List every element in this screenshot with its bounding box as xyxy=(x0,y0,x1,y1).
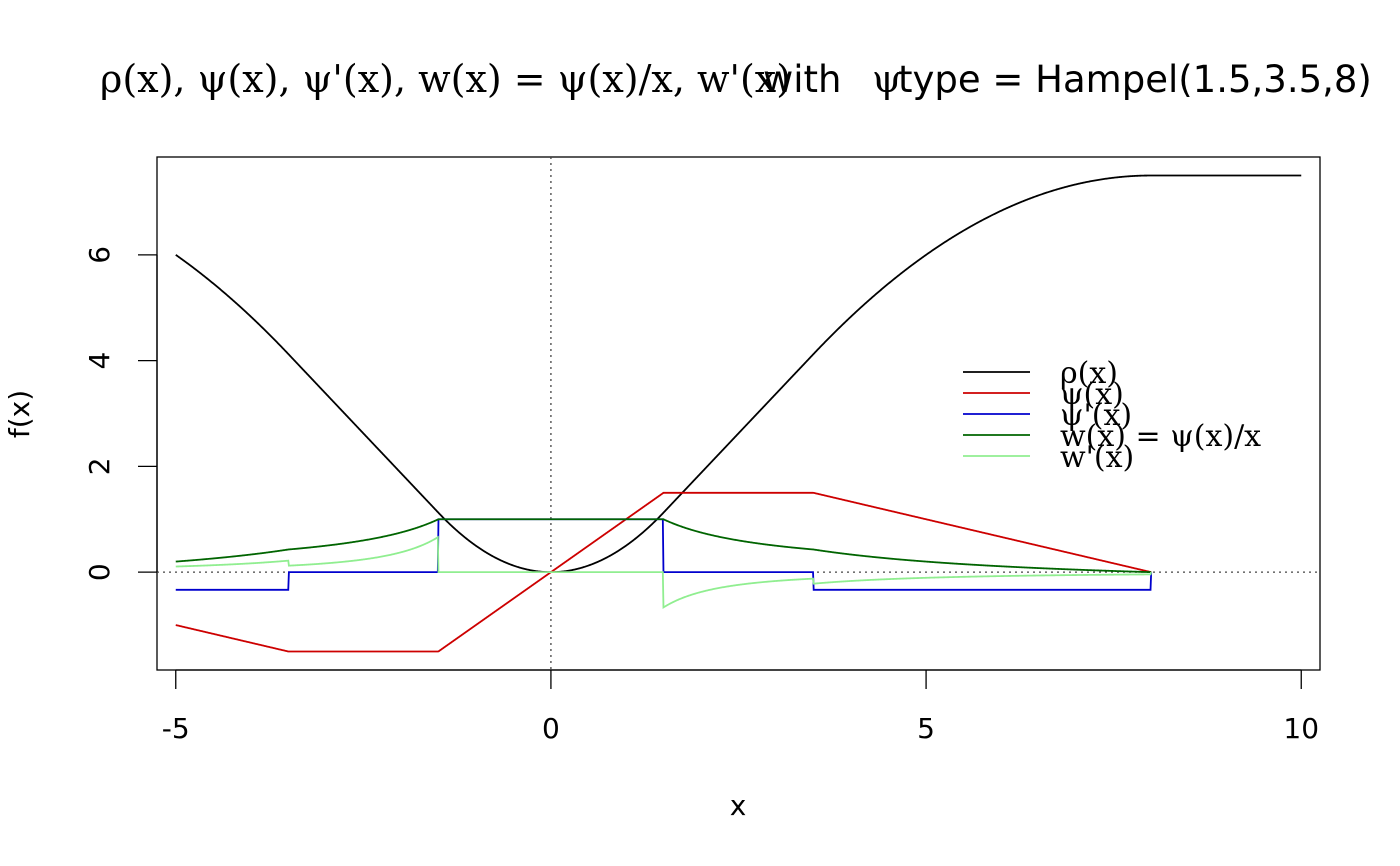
y-tick-label: 0 xyxy=(83,563,116,581)
series-line-w xyxy=(175,518,1152,574)
plot-frame xyxy=(156,156,1321,671)
chart-title-psi: ψ xyxy=(872,57,902,101)
y-tick-label: 4 xyxy=(83,352,116,370)
reference-lines xyxy=(157,157,1320,670)
y-tick-label: 6 xyxy=(83,246,116,264)
legend: ρ(x)ψ(x)ψ'(x)w(x) = ψ(x)/xw'(x) xyxy=(963,356,1261,475)
legend-item-dpsi: ψ'(x) xyxy=(963,398,1132,433)
chart-title-functions: ρ(x), ψ(x), ψ'(x), w(x) = ψ(x)/x, w'(x) xyxy=(100,57,791,101)
y-tick-label: 2 xyxy=(83,457,116,475)
legend-item-psi: ψ(x) xyxy=(963,377,1124,412)
legend-item-dw: w'(x) xyxy=(963,440,1134,475)
legend-item-rho: ρ(x) xyxy=(963,356,1118,391)
x-tick-label: -5 xyxy=(162,712,190,745)
x-axis-label: x xyxy=(730,789,747,822)
legend-item-w: w(x) = ψ(x)/x xyxy=(963,419,1261,454)
chart-title-with: with xyxy=(763,58,842,101)
y-axis: 0 2 4 6 xyxy=(83,246,158,581)
x-axis: -5 0 5 10 xyxy=(162,669,1319,745)
series-line-dw xyxy=(175,535,1153,610)
x-tick-label: 5 xyxy=(917,712,935,745)
legend-label: ψ'(x) xyxy=(1060,398,1132,433)
series-line-psi xyxy=(175,491,1152,653)
legend-label: w(x) = ψ(x)/x xyxy=(1060,419,1261,454)
legend-label: w'(x) xyxy=(1060,440,1134,475)
x-tick-label: 10 xyxy=(1283,712,1319,745)
x-tick-label: 0 xyxy=(542,712,560,745)
series-layer xyxy=(175,174,1302,653)
legend-label: ψ(x) xyxy=(1060,377,1124,412)
chart-title-type: type = Hampel(1.5,3.5,8) xyxy=(898,58,1372,101)
series-line-rho xyxy=(175,174,1302,574)
y-axis-label: f(x) xyxy=(3,390,36,438)
legend-label: ρ(x) xyxy=(1060,356,1118,391)
